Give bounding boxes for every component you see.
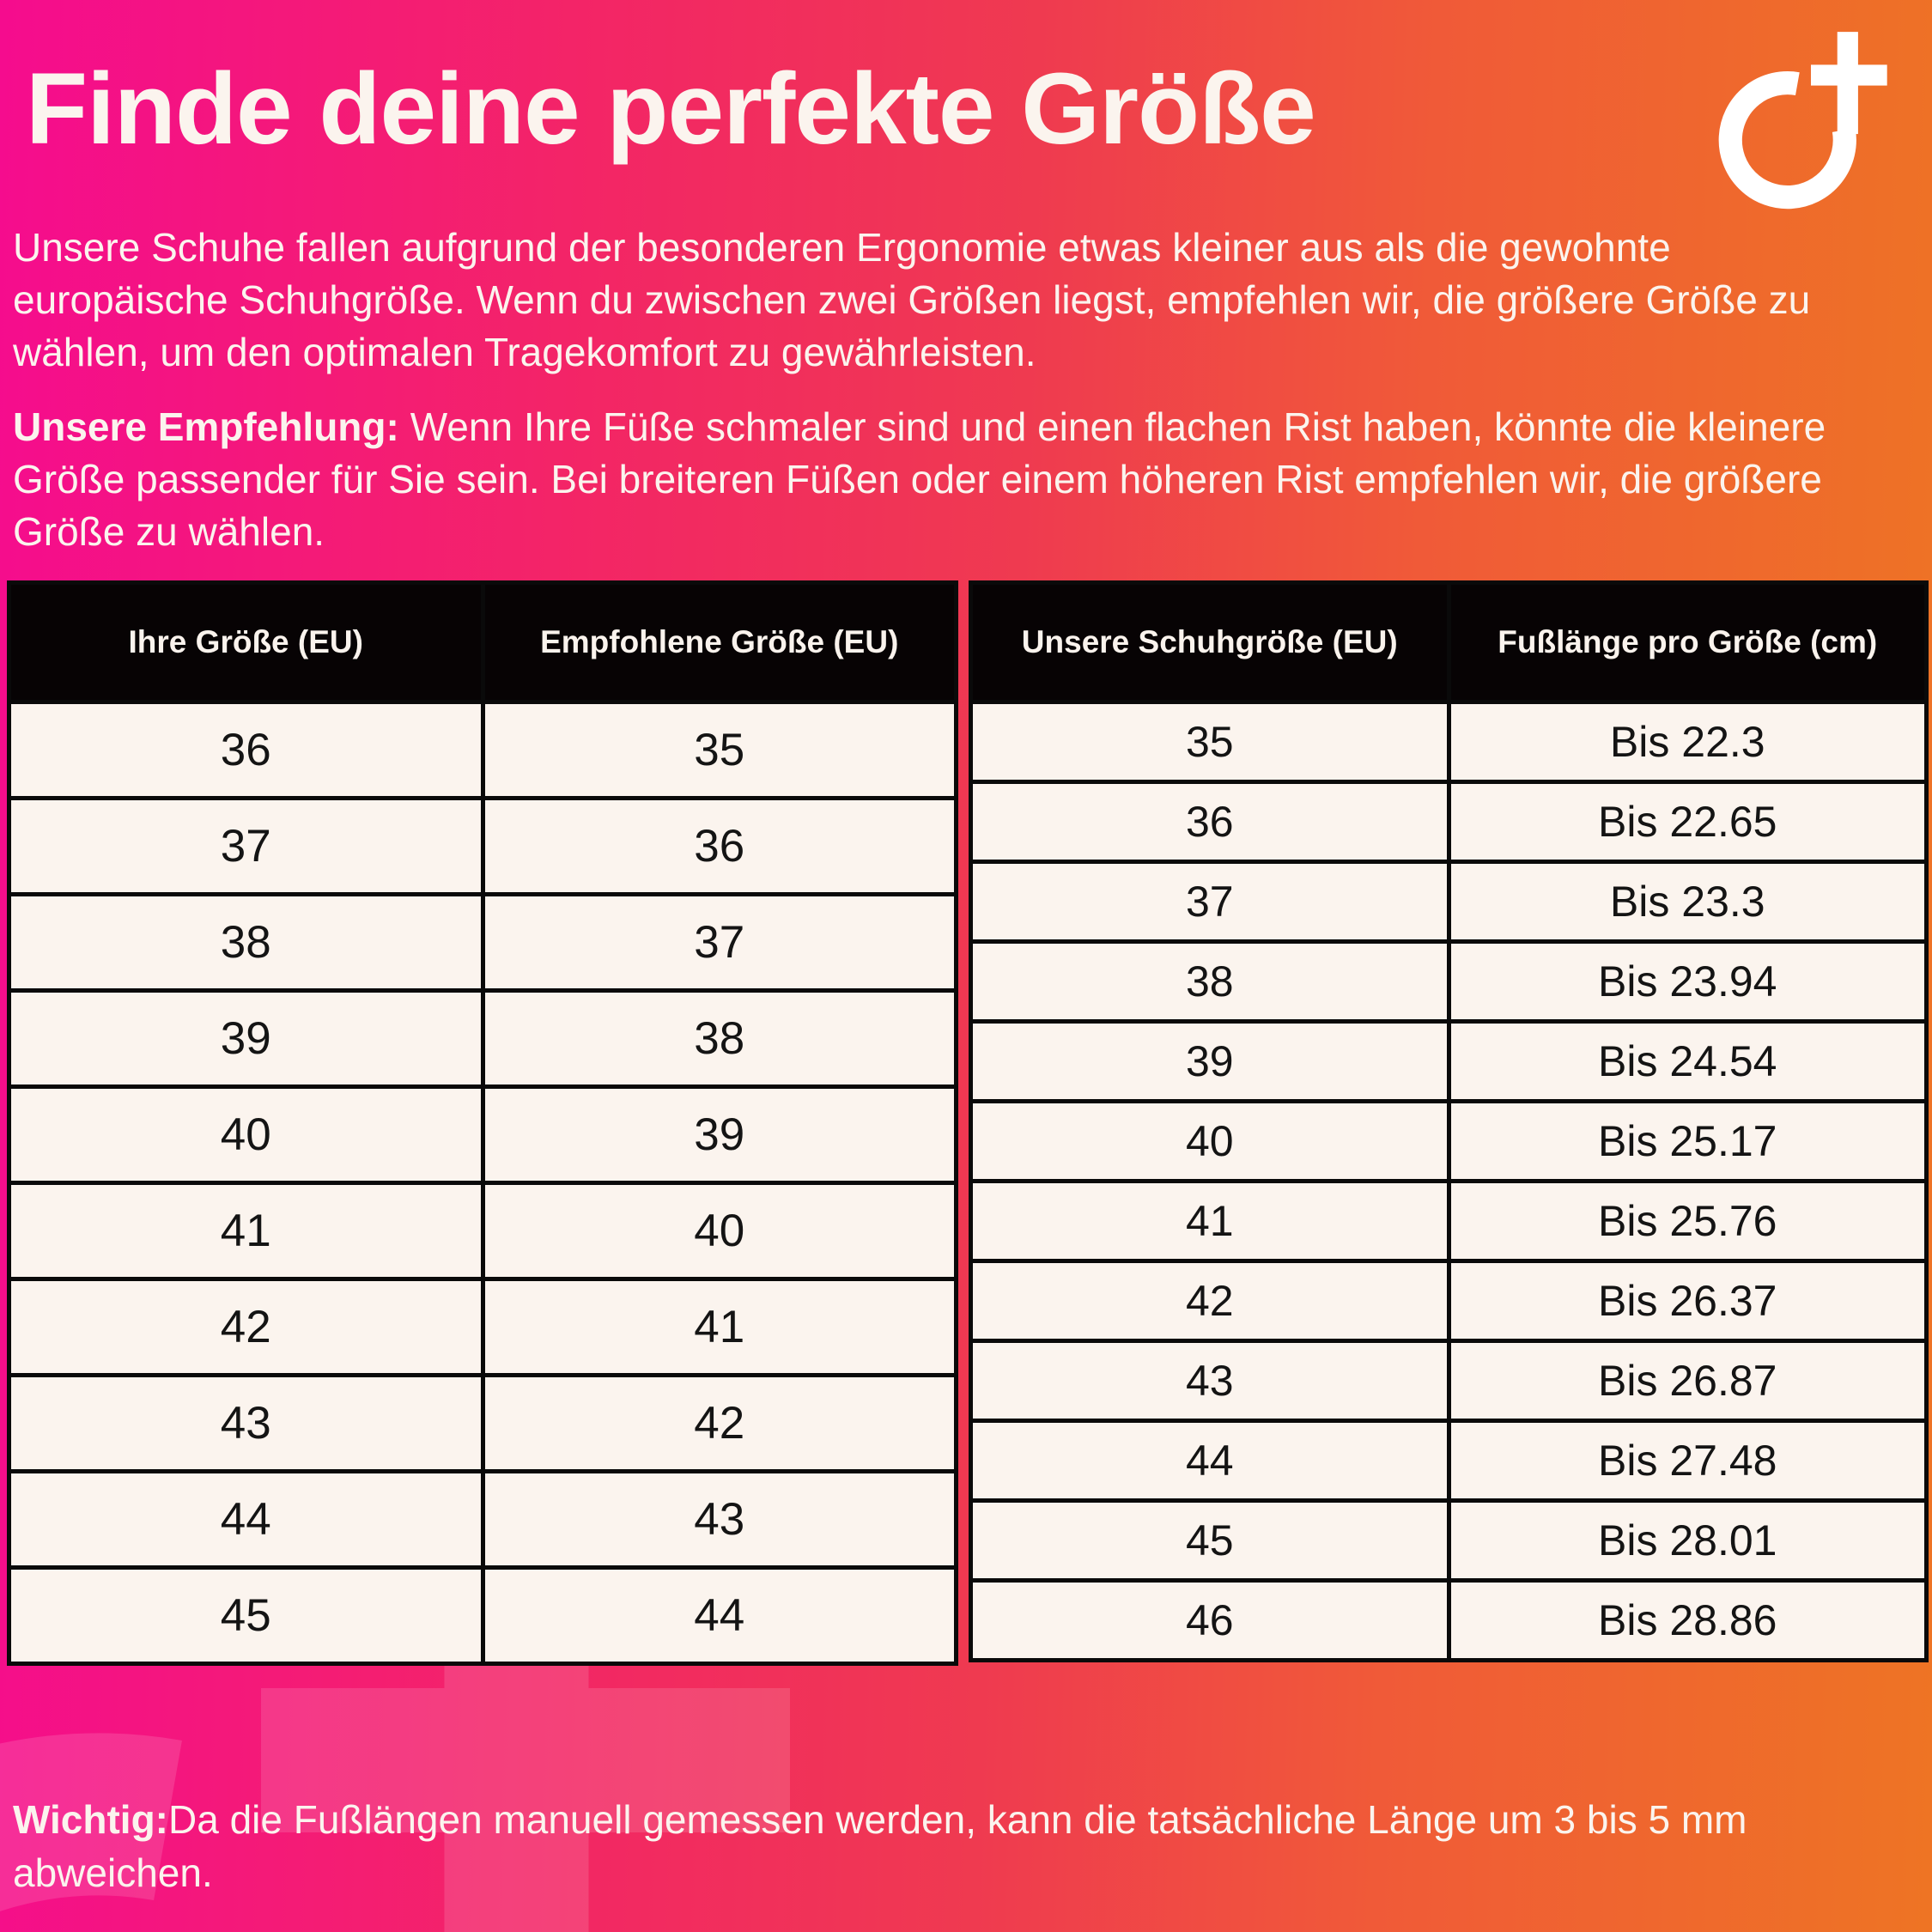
table-cell: 42: [7, 1277, 485, 1377]
table-row: 36 Bis 22.65: [969, 780, 1929, 864]
table-row: 40 Bis 25.17: [969, 1099, 1929, 1183]
table-row: 37 Bis 23.3: [969, 860, 1929, 944]
note-paragraph: Wichtig:Da die Fußlängen manuell gemesse…: [13, 1793, 1850, 1899]
table-cell: 35: [969, 700, 1451, 784]
size-conversion-table-head: Ihre Größe (EU) Empfohlene Größe (EU): [7, 580, 958, 704]
column-header-ihre-groesse: Ihre Größe (EU): [7, 580, 485, 704]
column-header-empfohlene-groesse: Empfohlene Größe (EU): [480, 580, 958, 704]
table-cell: 37: [969, 860, 1451, 944]
table-row: 36 35: [7, 700, 958, 800]
table-row: 42 Bis 26.37: [969, 1259, 1929, 1343]
table-row: 41 Bis 25.76: [969, 1179, 1929, 1263]
table-cell: 41: [7, 1181, 485, 1281]
table-cell: 37: [480, 892, 958, 993]
table-row: 42 41: [7, 1277, 958, 1377]
recommendation-text: Wenn Ihre Füße schmaler sind und einen f…: [13, 404, 1826, 554]
table-cell: 38: [7, 892, 485, 993]
table-row: 43 Bis 26.87: [969, 1339, 1929, 1423]
table-header-row: Unsere Schuhgröße (EU) Fußlänge pro Größ…: [969, 580, 1929, 704]
table-cell: Bis 23.3: [1446, 860, 1929, 944]
table-cell: 35: [480, 700, 958, 800]
table-cell: 44: [969, 1419, 1451, 1503]
table-row: 39 38: [7, 988, 958, 1089]
table-cell: Bis 26.37: [1446, 1259, 1929, 1343]
table-cell: 43: [969, 1339, 1451, 1423]
table-cell: 41: [969, 1179, 1451, 1263]
table-row: 38 37: [7, 892, 958, 993]
size-conversion-table-body: 36 35 37 36 38 37 39 38 40 39 41 40 42 41 43 42 44 43 45 44: [7, 700, 958, 1666]
table-row: 39 Bis 24.54: [969, 1019, 1929, 1103]
table-cell: Bis 22.3: [1446, 700, 1929, 784]
table-cell: 39: [480, 1084, 958, 1185]
size-conversion-table: Ihre Größe (EU) Empfohlene Größe (EU) 36…: [7, 580, 958, 1666]
table-cell: 42: [969, 1259, 1451, 1343]
table-cell: 45: [7, 1565, 485, 1666]
table-cell: 37: [7, 796, 485, 896]
column-header-fusslaenge: Fußlänge pro Größe (cm): [1446, 580, 1929, 704]
column-header-unsere-schuhgroesse: Unsere Schuhgröße (EU): [969, 580, 1451, 704]
table-cell: 38: [480, 988, 958, 1089]
table-row: 45 44: [7, 1565, 958, 1666]
table-row: 35 Bis 22.3: [969, 700, 1929, 784]
foot-length-table-body: 35 Bis 22.3 36 Bis 22.65 37 Bis 23.3 38 Bis 23.…: [969, 700, 1929, 1662]
note-label: Wichtig:: [13, 1797, 168, 1842]
table-row: 43 42: [7, 1373, 958, 1473]
table-cell: 36: [969, 780, 1451, 864]
table-cell: 38: [969, 939, 1451, 1024]
table-cell: 44: [480, 1565, 958, 1666]
table-row: 44 43: [7, 1469, 958, 1570]
table-cell: 43: [7, 1373, 485, 1473]
table-cell: 36: [480, 796, 958, 896]
table-cell: 41: [480, 1277, 958, 1377]
note-text: Da die Fußlängen manuell gemessen werden…: [13, 1797, 1747, 1895]
table-cell: 44: [7, 1469, 485, 1570]
table-cell: Bis 23.94: [1446, 939, 1929, 1024]
table-cell: 42: [480, 1373, 958, 1473]
table-row: 38 Bis 23.94: [969, 939, 1929, 1024]
table-cell: 45: [969, 1498, 1451, 1583]
table-cell: 40: [969, 1099, 1451, 1183]
table-row: 45 Bis 28.01: [969, 1498, 1929, 1583]
table-cell: Bis 25.76: [1446, 1179, 1929, 1263]
table-cell: Bis 27.48: [1446, 1419, 1929, 1503]
table-cell: 40: [7, 1084, 485, 1185]
table-row: 46 Bis 28.86: [969, 1578, 1929, 1662]
table-cell: 40: [480, 1181, 958, 1281]
page-title: Finde deine perfekte Größe: [26, 52, 1316, 166]
table-cell: 36: [7, 700, 485, 800]
table-cell: Bis 24.54: [1446, 1019, 1929, 1103]
intro-text: Unsere Schuhe fallen aufgrund der besond…: [13, 225, 1811, 374]
table-cell: Bis 28.01: [1446, 1498, 1929, 1583]
tables-section: Ihre Größe (EU) Empfohlene Größe (EU) 36…: [7, 580, 1929, 1666]
table-cell: Bis 26.87: [1446, 1339, 1929, 1423]
table-row: 41 40: [7, 1181, 958, 1281]
table-row: 37 36: [7, 796, 958, 896]
table-cell: Bis 25.17: [1446, 1099, 1929, 1183]
table-cell: 39: [969, 1019, 1451, 1103]
table-cell: Bis 22.65: [1446, 780, 1929, 864]
table-row: 40 39: [7, 1084, 958, 1185]
recommendation-paragraph: Unsere Empfehlung: Wenn Ihre Füße schmale…: [13, 401, 1893, 558]
intro-paragraph: Unsere Schuhe fallen aufgrund der besond…: [13, 222, 1893, 379]
circle-plus-logo-icon: [1718, 32, 1887, 210]
table-row: 44 Bis 27.48: [969, 1419, 1929, 1503]
header: Finde deine perfekte Größe: [0, 0, 1932, 210]
table-cell: 46: [969, 1578, 1451, 1662]
table-cell: 43: [480, 1469, 958, 1570]
foot-length-table-head: Unsere Schuhgröße (EU) Fußlänge pro Größ…: [969, 580, 1929, 704]
recommendation-label: Unsere Empfehlung:: [13, 404, 399, 449]
table-cell: 39: [7, 988, 485, 1089]
foot-length-table: Unsere Schuhgröße (EU) Fußlänge pro Größ…: [969, 580, 1929, 1662]
table-cell: Bis 28.86: [1446, 1578, 1929, 1662]
table-header-row: Ihre Größe (EU) Empfohlene Größe (EU): [7, 580, 958, 704]
